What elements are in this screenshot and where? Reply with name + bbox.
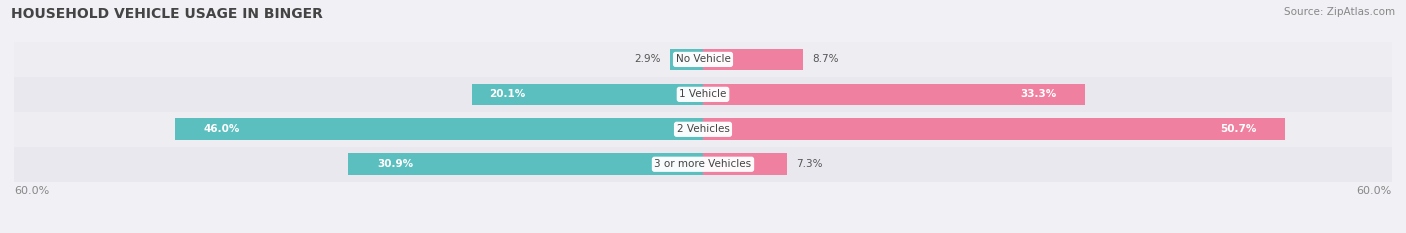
- Text: 50.7%: 50.7%: [1220, 124, 1257, 134]
- Text: 2 Vehicles: 2 Vehicles: [676, 124, 730, 134]
- Text: 1 Vehicle: 1 Vehicle: [679, 89, 727, 99]
- Text: 60.0%: 60.0%: [1357, 186, 1392, 196]
- Text: 2.9%: 2.9%: [634, 55, 661, 64]
- Text: 8.7%: 8.7%: [813, 55, 838, 64]
- Bar: [349, 154, 703, 175]
- Bar: [14, 112, 1392, 147]
- Text: 60.0%: 60.0%: [14, 186, 49, 196]
- Text: 33.3%: 33.3%: [1021, 89, 1057, 99]
- Text: 30.9%: 30.9%: [377, 159, 413, 169]
- Text: 7.3%: 7.3%: [796, 159, 823, 169]
- Text: 20.1%: 20.1%: [489, 89, 526, 99]
- Bar: [174, 118, 703, 140]
- Bar: [14, 147, 1392, 182]
- Text: Source: ZipAtlas.com: Source: ZipAtlas.com: [1284, 7, 1395, 17]
- Text: HOUSEHOLD VEHICLE USAGE IN BINGER: HOUSEHOLD VEHICLE USAGE IN BINGER: [11, 7, 323, 21]
- Bar: [669, 49, 703, 70]
- Bar: [14, 42, 1392, 77]
- Bar: [703, 49, 803, 70]
- Bar: [472, 84, 703, 105]
- Text: No Vehicle: No Vehicle: [675, 55, 731, 64]
- Text: 3 or more Vehicles: 3 or more Vehicles: [654, 159, 752, 169]
- Bar: [14, 77, 1392, 112]
- Bar: [703, 154, 787, 175]
- Bar: [703, 118, 1285, 140]
- Bar: [703, 84, 1085, 105]
- Text: 46.0%: 46.0%: [204, 124, 240, 134]
